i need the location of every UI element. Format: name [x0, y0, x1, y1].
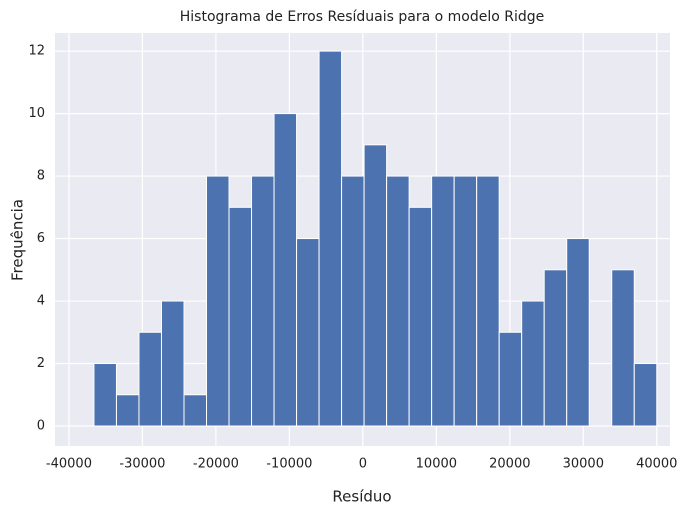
bar	[566, 238, 590, 427]
bar	[521, 300, 545, 427]
x-tick-label: -30000	[119, 457, 165, 472]
bar	[228, 206, 253, 427]
bar	[318, 50, 343, 427]
bar	[115, 394, 140, 427]
y-tick-label: 12	[28, 44, 45, 59]
x-tick-label: -20000	[193, 457, 239, 472]
x-tick-label: 30000	[563, 457, 604, 472]
bar	[341, 175, 365, 427]
x-axis-label: Resíduo	[332, 488, 391, 506]
bar	[498, 331, 523, 427]
x-tick-label: 10000	[416, 457, 457, 472]
y-tick-label: 6	[37, 231, 45, 246]
y-tick-label: 10	[28, 106, 45, 121]
bar	[386, 175, 410, 427]
bar	[431, 175, 455, 427]
x-tick-label: 0	[359, 457, 367, 472]
bar	[408, 206, 433, 427]
y-tick-label: 8	[37, 169, 45, 184]
x-tick-label: -40000	[46, 457, 92, 472]
x-tick-label: 40000	[636, 457, 677, 472]
bar	[251, 175, 275, 427]
bar	[138, 331, 162, 427]
y-tick-label: 2	[37, 356, 45, 371]
bar	[93, 363, 117, 427]
bar	[611, 269, 635, 427]
bar	[183, 394, 208, 427]
y-tick-label: 4	[37, 294, 45, 309]
y-axis-label: Frequência	[9, 199, 27, 281]
bar	[543, 269, 568, 427]
bar	[476, 175, 500, 427]
bar	[296, 238, 320, 427]
x-tick-label: 20000	[489, 457, 530, 472]
bar	[363, 144, 388, 427]
chart-title: Histograma de Erros Resíduais para o mod…	[180, 9, 544, 25]
bar	[633, 363, 658, 427]
bar	[273, 113, 298, 427]
x-tick-label: -10000	[266, 457, 312, 472]
bar	[160, 300, 185, 427]
y-tick-label: 0	[37, 419, 45, 434]
bar	[453, 175, 478, 427]
bar	[206, 175, 230, 427]
